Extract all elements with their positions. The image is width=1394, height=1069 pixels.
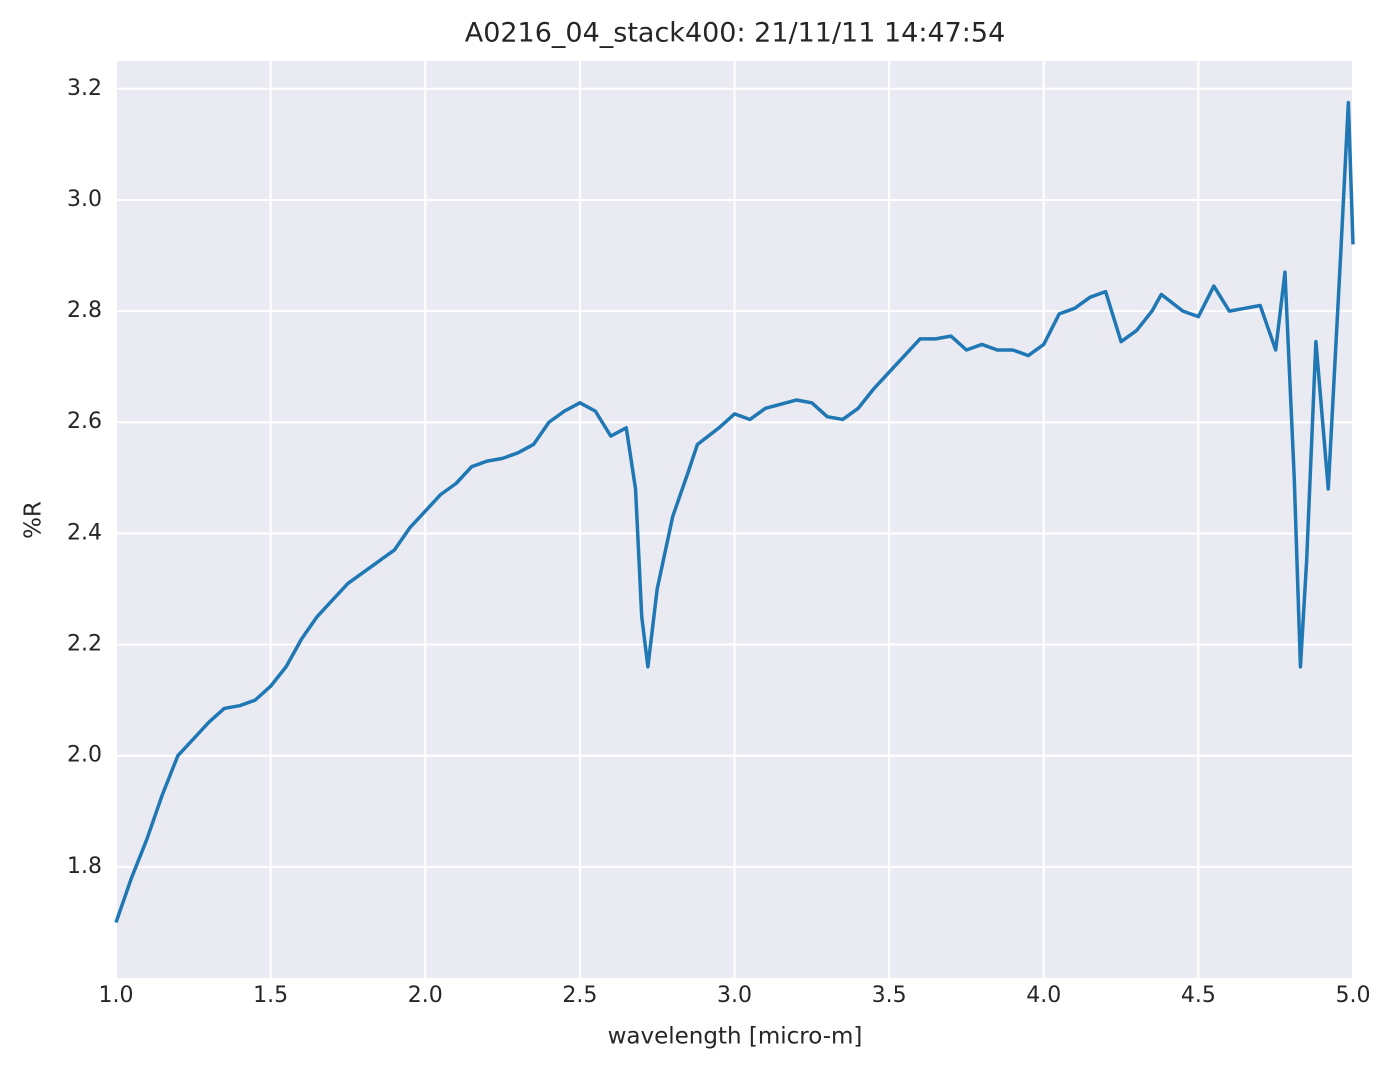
x-tick-label: 1.5 (253, 983, 288, 1008)
y-tick-label: 2.0 (67, 743, 102, 768)
y-tick-label: 1.8 (67, 854, 102, 879)
y-tick-label: 2.4 (67, 520, 102, 545)
chart-title: A0216_04_stack400: 21/11/11 14:47:54 (465, 18, 1006, 49)
y-tick-label: 2.8 (67, 298, 102, 323)
y-tick-label: 2.6 (67, 409, 102, 434)
data-line (114, 100, 1355, 923)
x-tick-label: 5.0 (1336, 983, 1371, 1008)
y-tick-label: 3.0 (67, 187, 102, 212)
x-tick-label: 3.5 (872, 983, 907, 1008)
x-tick-label: 4.5 (1181, 983, 1216, 1008)
x-tick-label: 4.0 (1026, 983, 1061, 1008)
x-tick-label: 1.0 (99, 983, 134, 1008)
y-tick-label: 3.2 (67, 76, 102, 101)
y-axis-label: %R (21, 501, 47, 539)
x-tick-label: 2.5 (562, 983, 597, 1008)
x-tick-label: 2.0 (408, 983, 443, 1008)
y-tick-label: 2.2 (67, 632, 102, 657)
x-axis-label: wavelength [micro-m] (608, 1024, 863, 1050)
x-tick-label: 3.0 (717, 983, 752, 1008)
